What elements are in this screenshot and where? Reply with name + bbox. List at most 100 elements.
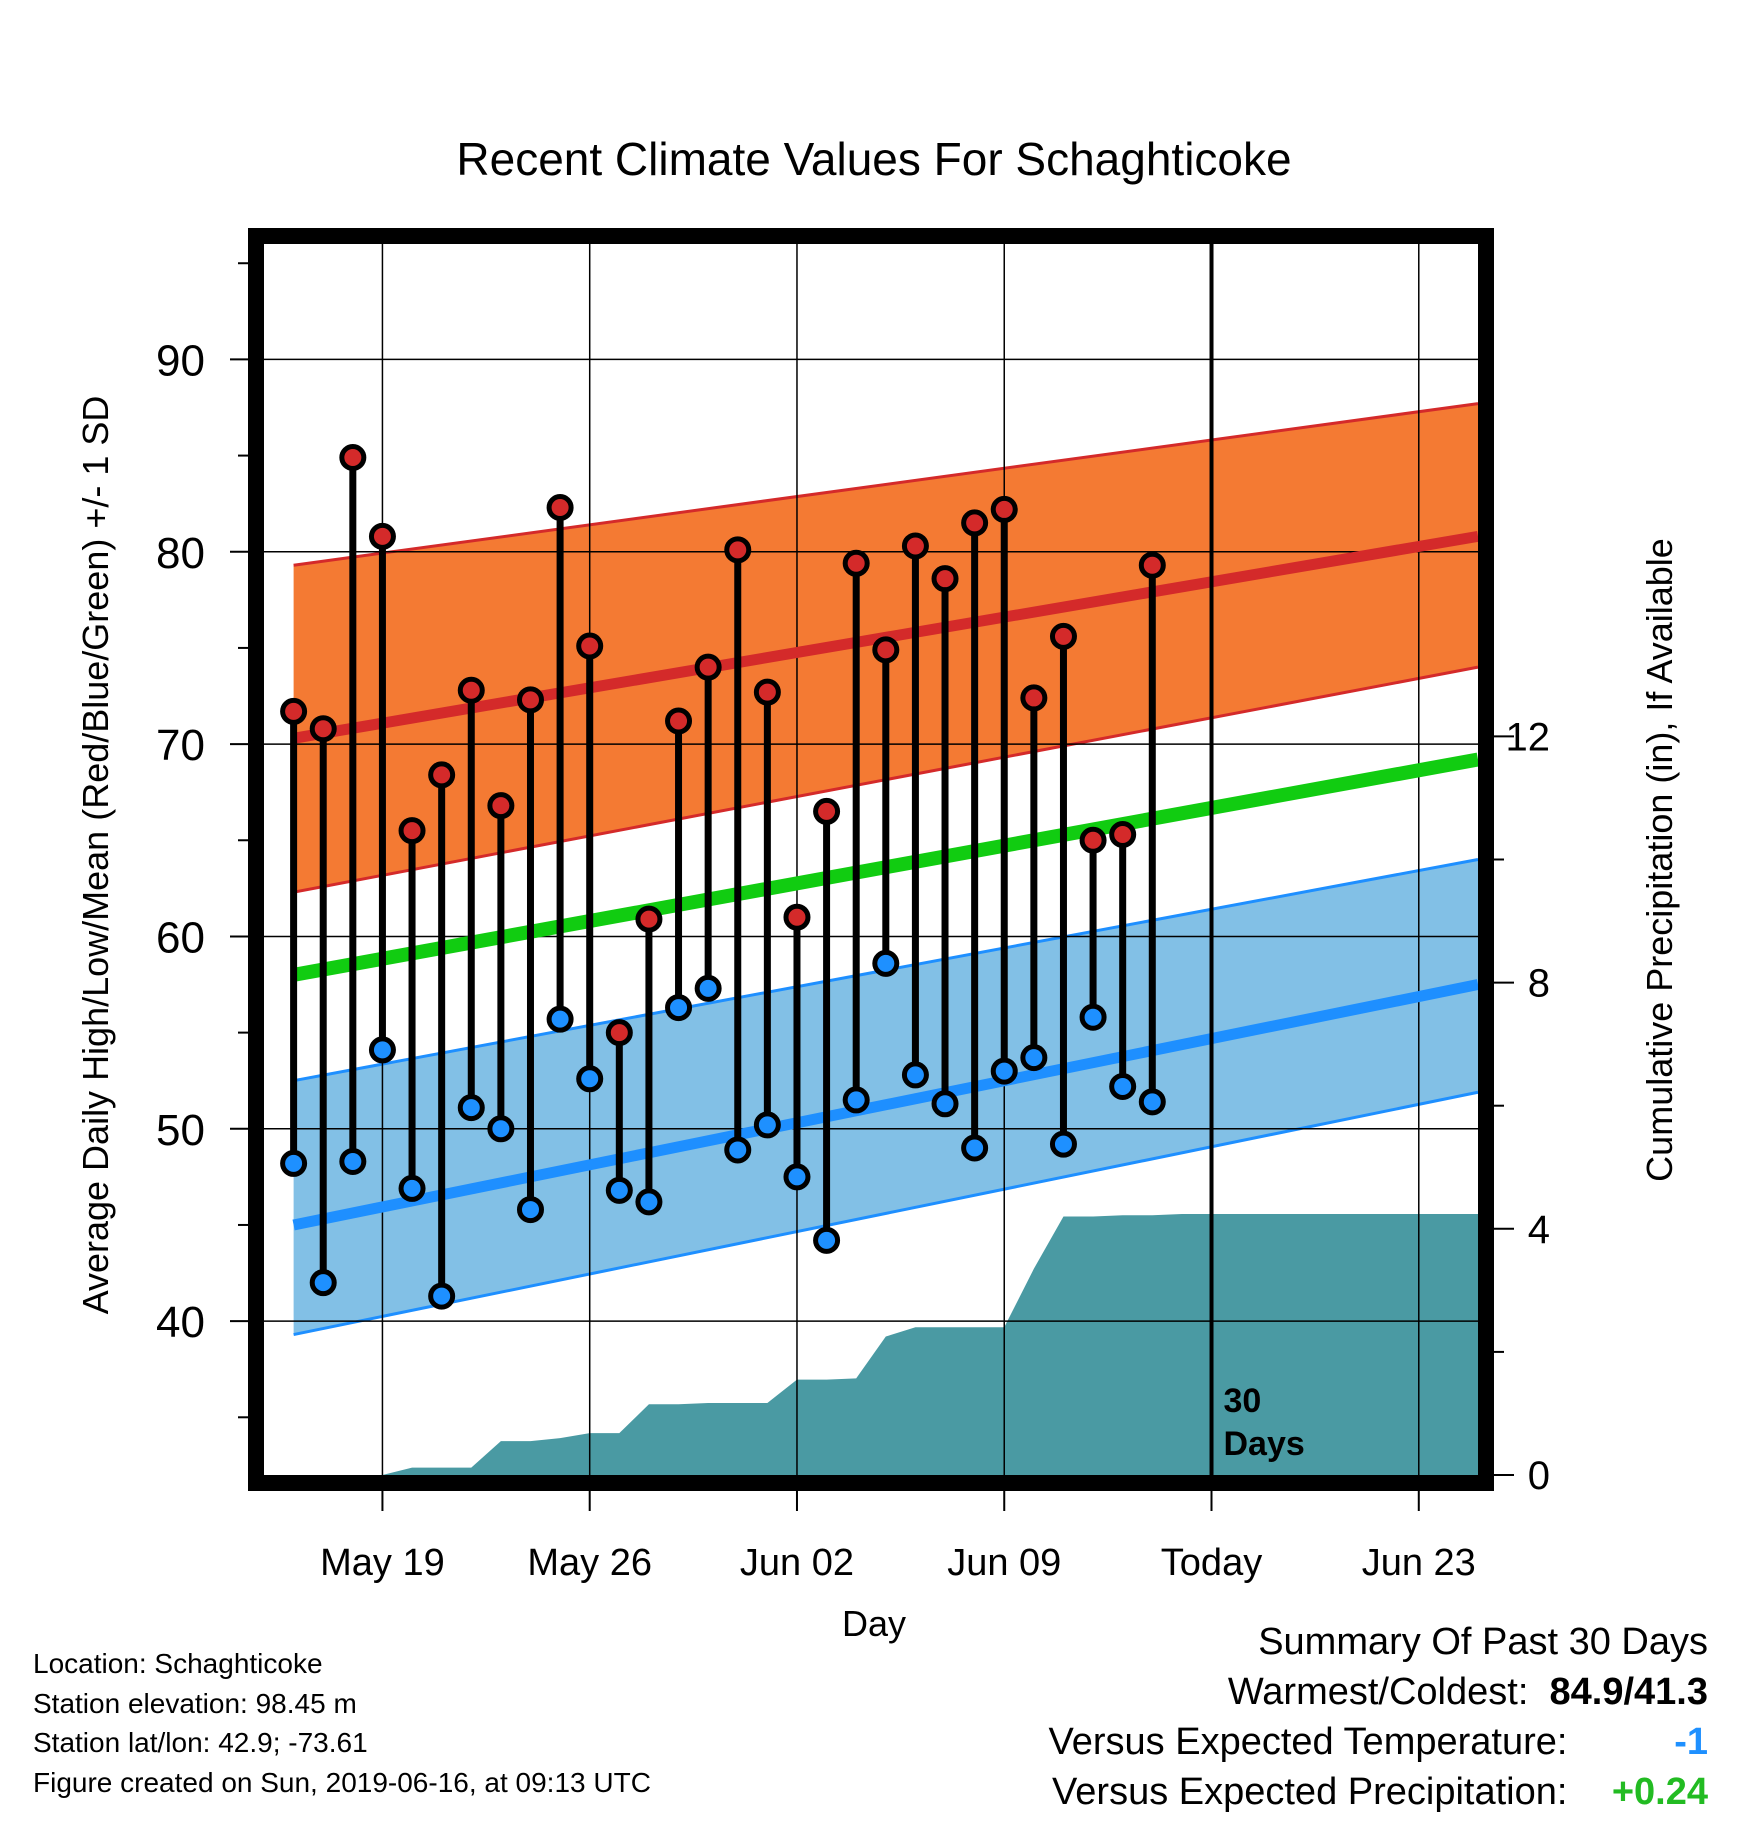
- observed-low-point: [665, 994, 693, 1022]
- observed-high-point: [635, 905, 663, 933]
- observed-high-point: [813, 797, 841, 825]
- observed-low-point: [605, 1176, 633, 1204]
- observed-high-point: [1049, 622, 1077, 650]
- y-left-tick-label: 90: [156, 336, 205, 385]
- observed-low-point: [694, 974, 722, 1002]
- observed-low-point: [280, 1149, 308, 1177]
- observed-high-point: [1079, 826, 1107, 854]
- observed-low-point: [428, 1282, 456, 1310]
- observed-high-point: [842, 549, 870, 577]
- observed-high-point: [516, 686, 544, 714]
- y-right-tick-label: 4: [1528, 1208, 1550, 1252]
- observed-low-point: [753, 1111, 781, 1139]
- today-days-number: 30: [1224, 1382, 1262, 1420]
- footer-location: Location: Schaghticoke: [33, 1648, 323, 1679]
- observed-low-point: [724, 1136, 752, 1164]
- observed-low-point: [931, 1090, 959, 1118]
- normal-low-lower-line: [293, 1090, 1479, 1337]
- y-left-tick-label: 80: [156, 529, 205, 578]
- observed-high-point: [576, 632, 604, 660]
- observed-low-point: [783, 1163, 811, 1191]
- observed-low-point: [487, 1115, 515, 1143]
- x-tick-label: Jun 23: [1362, 1542, 1476, 1584]
- y-right-tick-label: 8: [1528, 962, 1550, 1006]
- y-right-tick-label: 12: [1506, 715, 1551, 759]
- observed-high-point: [901, 532, 929, 560]
- observed-high-point: [339, 444, 367, 472]
- observed-low-point: [516, 1196, 544, 1224]
- observed-low-point: [961, 1134, 989, 1162]
- observed-high-point: [724, 536, 752, 564]
- warm-cold-value: 84.9/41.3: [1549, 1671, 1708, 1713]
- y-left-tick-label: 60: [156, 913, 205, 962]
- chart-title: Recent Climate Values For Schaghticoke: [456, 133, 1291, 185]
- plot-area: 30 Days 40 50 60 70 80 90 0 4 8 12 May 19 May 26 Jun 0…: [156, 228, 1551, 1584]
- x-tick-label: May 19: [320, 1542, 445, 1584]
- observed-high-point: [428, 761, 456, 789]
- x-axis-label: Day: [842, 1603, 906, 1644]
- observed-high-point: [487, 792, 515, 820]
- observed-high-point: [1109, 820, 1137, 848]
- precip-label: Versus Expected Precipitation:: [1052, 1771, 1568, 1813]
- y-left-tick-label: 40: [156, 1298, 205, 1347]
- observed-high-point: [931, 565, 959, 593]
- observed-low-point: [990, 1057, 1018, 1085]
- observed-high-point: [605, 1019, 633, 1047]
- today-days-label: Days: [1224, 1425, 1305, 1463]
- plot-frame: [248, 228, 1494, 1491]
- summary-temp: Versus Expected Temperature: -1: [1049, 1723, 1708, 1761]
- observed-low-point: [339, 1147, 367, 1175]
- observed-high-point: [872, 636, 900, 664]
- temp-label: Versus Expected Temperature:: [1048, 1721, 1568, 1763]
- x-tick-label: Today: [1161, 1542, 1262, 1584]
- footer-latlon: Station lat/lon: 42.9; -73.61: [33, 1727, 368, 1758]
- observed-low-point: [398, 1174, 426, 1202]
- observed-low-point: [1109, 1072, 1137, 1100]
- normal-low-mean-line: [292, 979, 1480, 1231]
- x-tick-label: May 26: [527, 1542, 652, 1584]
- observed-low-point: [546, 1005, 574, 1033]
- temp-value: -1: [1674, 1721, 1708, 1763]
- observed-low-point: [1138, 1088, 1166, 1116]
- footer-elevation: Station elevation: 98.45 m: [33, 1688, 357, 1719]
- summary-warm-cold: Warmest/Coldest: 84.9/41.3: [1228, 1673, 1708, 1711]
- observed-high-point: [398, 817, 426, 845]
- observed-low-point: [1020, 1044, 1048, 1072]
- observed-high-point: [961, 509, 989, 537]
- x-tick-label: Jun 02: [740, 1542, 854, 1584]
- observed-high-point: [1138, 551, 1166, 579]
- observed-high-point: [309, 715, 337, 743]
- y-left-tick-label: 70: [156, 721, 205, 770]
- observed-low-point: [368, 1036, 396, 1064]
- observed-high-point: [665, 707, 693, 735]
- summary-precip: Versus Expected Precipitation: +0.24: [1052, 1773, 1708, 1811]
- precip-value: +0.24: [1611, 1771, 1708, 1813]
- observed-low-point: [457, 1094, 485, 1122]
- observed-low-point: [1079, 1003, 1107, 1031]
- normal-high-upper-line: [293, 402, 1479, 567]
- observed-high-point: [783, 903, 811, 931]
- y-right-tick-label: 0: [1528, 1454, 1550, 1498]
- observed-low-point: [901, 1061, 929, 1089]
- observed-low-point: [1049, 1130, 1077, 1158]
- observed-high-point: [280, 697, 308, 725]
- warm-cold-label: Warmest/Coldest:: [1227, 1671, 1529, 1713]
- observed-low-point: [576, 1065, 604, 1093]
- observed-high-point: [1020, 684, 1048, 712]
- y-axis-left-label: Average Daily High/Low/Mean (Red/Blue/Gr…: [75, 396, 116, 1315]
- observed-high-point: [457, 676, 485, 704]
- observed-high-point: [990, 495, 1018, 523]
- observed-low-point: [635, 1188, 663, 1216]
- observed-low-point: [842, 1086, 870, 1114]
- summary-title: Summary Of Past 30 Days: [1258, 1621, 1708, 1663]
- observed-high-point: [694, 653, 722, 681]
- observed-high-point: [368, 522, 396, 550]
- precipitation-area: [382, 1214, 1479, 1475]
- footer-created: Figure created on Sun, 2019-06-16, at 09…: [33, 1767, 651, 1798]
- y-left-tick-label: 50: [156, 1106, 205, 1155]
- observed-high-point: [546, 494, 574, 522]
- observed-low-point: [813, 1226, 841, 1254]
- observed-high-point: [753, 678, 781, 706]
- y-axis-right-label: Cumulative Precipitation (in), If Availa…: [1639, 538, 1680, 1182]
- observed-low-point: [309, 1269, 337, 1297]
